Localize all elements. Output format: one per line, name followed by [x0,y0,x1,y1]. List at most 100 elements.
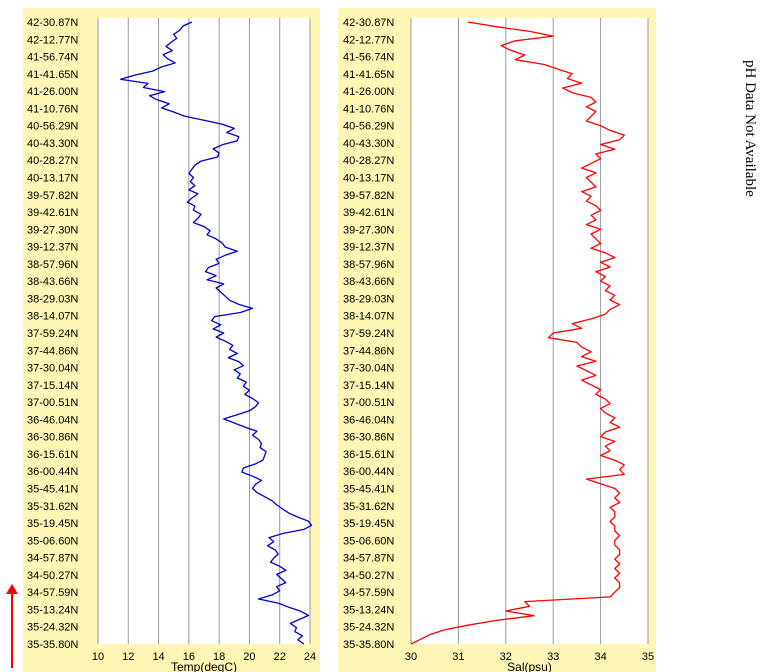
temp-ytick-label: 34-57.87N [27,553,78,565]
sal-ytick-label: 39-57.82N [343,190,394,202]
sal-ytick-label: 34-57.59N [343,587,394,599]
sal-ytick-label: 40-43.30N [343,138,394,150]
temp-ytick-label: 36-46.04N [27,414,78,426]
sal-ytick-label: 39-12.37N [343,242,394,254]
sal-plot-area [411,18,648,644]
sal-ytick-label: 38-57.96N [343,259,394,271]
temp-ytick-label: 37-30.04N [27,363,78,375]
sal-ytick-label: 36-46.04N [343,414,394,426]
sal-chart-panel: 42-30.87N 42-12.77N 41-56.74N 41-41.65N 41-2… [338,8,656,672]
temp-ytick-label: 36-15.61N [27,449,78,461]
sal-ytick-label: 37-59.24N [343,328,394,340]
temp-chart: 42-30.87N 42-12.77N 41-56.74N 41-41.65N 41-2… [27,17,316,672]
sal-ytick-label: 41-56.74N [343,52,394,64]
temp-ytick-label: 35-06.60N [27,535,78,547]
sal-ytick-label: 37-00.51N [343,397,394,409]
sal-ytick-label: 40-56.29N [343,121,394,133]
temp-chart-panel: 42-30.87N 42-12.77N 41-56.74N 41-41.65N 41-2… [23,8,320,672]
sal-ytick-label: 37-44.86N [343,345,394,357]
temp-ytick-label: 38-43.66N [27,276,78,288]
temp-ytick-label: 42-12.77N [27,34,78,46]
temp-xtick-label: 18 [213,651,225,663]
sal-ytick-label: 34-50.27N [343,570,394,582]
sal-ytick-label: 41-10.76N [343,103,394,115]
temp-ytick-label: 39-42.61N [27,207,78,219]
sal-ytick-label: 40-13.17N [343,173,394,185]
temp-xtick-label: 22 [274,651,286,663]
sal-ytick-label: 35-19.45N [343,518,394,530]
sal-ytick-label: 36-30.86N [343,432,394,444]
sal-ytick-label: 38-14.07N [343,311,394,323]
temp-ytick-label: 41-56.74N [27,52,78,64]
temp-ytick-label: 35-19.45N [27,518,78,530]
temp-ytick-label: 41-10.76N [27,103,78,115]
sal-xtick-label: 31 [452,651,464,663]
sal-ytick-label: 37-15.14N [343,380,394,392]
temp-ytick-label: 39-27.30N [27,224,78,236]
temp-ytick-label: 39-12.37N [27,242,78,254]
temp-ytick-label: 38-29.03N [27,293,78,305]
direction-arrow-icon [6,584,18,668]
sal-ytick-label: 35-31.62N [343,501,394,513]
sal-ytick-label: 34-57.87N [343,553,394,565]
sal-ytick-label: 42-30.87N [343,17,394,29]
temp-ytick-label: 40-56.29N [27,121,78,133]
sal-xtick-label: 32 [500,651,512,663]
temp-ytick-label: 40-43.30N [27,138,78,150]
temp-ytick-label: 41-26.00N [27,86,78,98]
temp-ytick-label: 34-57.59N [27,587,78,599]
temp-xaxis-label: Temp(degC) [171,660,237,672]
sal-chart: 42-30.87N 42-12.77N 41-56.74N 41-41.65N 41-2… [343,17,654,672]
temp-ytick-label: 37-59.24N [27,328,78,340]
sal-ytick-label: 37-30.04N [343,363,394,375]
sal-xtick-label: 33 [547,651,559,663]
temp-plot-area [98,18,310,644]
temp-xtick-label: 20 [243,651,255,663]
sal-ytick-label: 36-15.61N [343,449,394,461]
temp-ytick-label: 36-00.44N [27,466,78,478]
sal-xaxis-label: Sal(psu) [507,660,552,672]
temp-ytick-label: 35-31.62N [27,501,78,513]
sal-ytick-label: 35-24.32N [343,622,394,634]
sal-ytick-label: 39-27.30N [343,224,394,236]
ph-note: pH Data Not Available [738,60,762,260]
temp-ytick-label: 36-30.86N [27,432,78,444]
sal-ytick-label: 35-06.60N [343,535,394,547]
temp-ytick-label: 37-00.51N [27,397,78,409]
temp-xtick-label: 12 [122,651,134,663]
sal-ytick-label: 41-41.65N [343,69,394,81]
temp-series-line [120,21,313,645]
sal-xtick-label: 34 [594,651,606,663]
sal-ytick-label: 38-43.66N [343,276,394,288]
sal-ytick-label: 39-42.61N [343,207,394,219]
temp-ytick-label: 35-13.24N [27,604,78,616]
sal-ytick-label: 36-00.44N [343,466,394,478]
sal-ytick-label: 42-12.77N [343,34,394,46]
sal-ytick-label: 41-26.00N [343,86,394,98]
ph-note-text: pH Data Not Available [742,60,758,197]
sal-xtick-label: 35 [642,651,654,663]
temp-xtick-label: 10 [92,651,104,663]
sal-ytick-label: 38-29.03N [343,293,394,305]
temp-ytick-label: 35-45.41N [27,484,78,496]
temp-ytick-label: 41-41.65N [27,69,78,81]
temp-ytick-label: 40-28.27N [27,155,78,167]
temp-ytick-label: 40-13.17N [27,173,78,185]
sal-ytick-label: 35-13.24N [343,604,394,616]
sal-xtick-label: 30 [405,651,417,663]
sal-ytick-label: 40-28.27N [343,155,394,167]
sal-ytick-label: 35-35.80N [343,639,394,651]
sal-series-line [410,21,625,645]
temp-ytick-label: 35-35.80N [27,639,78,651]
temp-ytick-label: 37-44.86N [27,345,78,357]
temp-xtick-label: 24 [304,651,316,663]
temp-ytick-label: 35-24.32N [27,622,78,634]
temp-ytick-label: 37-15.14N [27,380,78,392]
temp-ytick-label: 42-30.87N [27,17,78,29]
temp-ytick-label: 38-57.96N [27,259,78,271]
temp-xtick-label: 14 [152,651,164,663]
sal-ytick-label: 35-45.41N [343,484,394,496]
temp-xtick-label: 16 [183,651,195,663]
temp-ytick-label: 38-14.07N [27,311,78,323]
temp-ytick-label: 34-50.27N [27,570,78,582]
